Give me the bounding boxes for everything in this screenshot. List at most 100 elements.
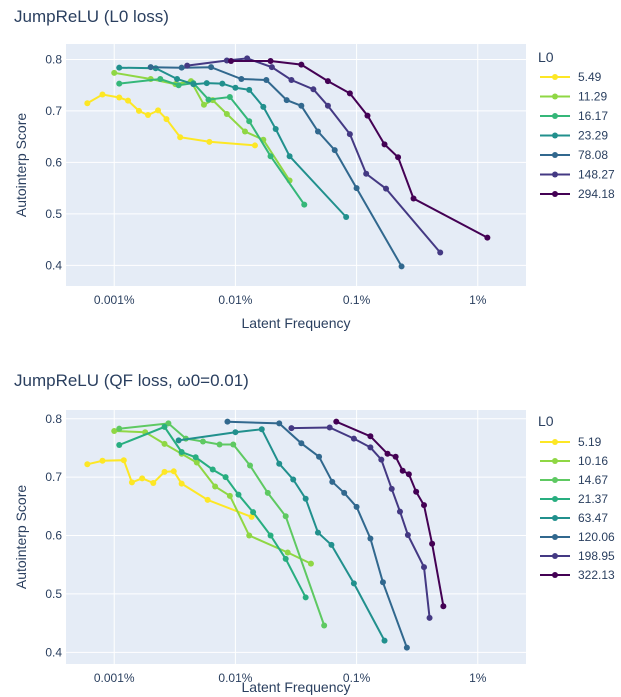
series-23.29 bbox=[116, 64, 350, 221]
legend-label: 198.95 bbox=[578, 549, 615, 563]
legend-item[interactable]: 294.18 bbox=[540, 187, 615, 201]
legend-swatch-marker bbox=[552, 458, 558, 464]
data-point bbox=[328, 541, 335, 548]
data-point bbox=[170, 468, 177, 475]
data-point bbox=[161, 468, 168, 475]
data-point bbox=[421, 502, 428, 509]
legend-item[interactable]: 148.27 bbox=[540, 168, 615, 182]
data-point bbox=[350, 580, 357, 587]
legend-item[interactable]: 21.37 bbox=[540, 492, 608, 506]
legend-label: 148.27 bbox=[578, 168, 615, 182]
data-point bbox=[264, 489, 271, 496]
data-point bbox=[190, 81, 197, 88]
legend-swatch-marker bbox=[552, 439, 558, 445]
legend-label: 16.17 bbox=[578, 109, 608, 123]
legend-label: 11.29 bbox=[578, 90, 607, 104]
data-point bbox=[260, 103, 267, 110]
x-tick-label: 1% bbox=[469, 293, 487, 307]
series-line bbox=[119, 422, 326, 626]
series-120.06 bbox=[224, 418, 410, 651]
data-point bbox=[286, 153, 293, 160]
data-point bbox=[367, 535, 374, 542]
legend-label: 322.13 bbox=[578, 568, 615, 582]
data-point bbox=[161, 423, 168, 430]
series-line bbox=[178, 428, 386, 642]
data-point bbox=[258, 426, 265, 433]
data-point bbox=[346, 131, 353, 138]
data-point bbox=[381, 141, 388, 148]
data-point bbox=[298, 61, 305, 68]
legend-label: 5.49 bbox=[578, 70, 602, 84]
legend-item[interactable]: 78.08 bbox=[540, 148, 608, 162]
data-point bbox=[116, 425, 123, 432]
legend-swatch-marker bbox=[552, 477, 558, 483]
y-tick-label: 0.6 bbox=[45, 529, 62, 543]
legend-swatch-marker bbox=[552, 534, 558, 540]
data-point bbox=[251, 142, 258, 149]
data-point bbox=[177, 134, 184, 141]
series-14.67 bbox=[116, 420, 328, 629]
series-line bbox=[119, 66, 347, 218]
legend-item[interactable]: 63.47 bbox=[540, 511, 608, 525]
data-point bbox=[184, 62, 191, 69]
data-point bbox=[404, 531, 411, 538]
legend-item[interactable]: 198.95 bbox=[540, 549, 615, 563]
legend-item[interactable]: 322.13 bbox=[540, 568, 615, 582]
data-point bbox=[343, 214, 350, 221]
data-point bbox=[484, 234, 491, 241]
data-point bbox=[212, 483, 219, 490]
data-point bbox=[272, 125, 279, 132]
legend-item[interactable]: 14.67 bbox=[540, 473, 608, 487]
data-point bbox=[403, 644, 410, 651]
x-tick-label: 0.01% bbox=[218, 671, 252, 685]
data-point bbox=[161, 440, 168, 447]
legend-item[interactable]: 5.49 bbox=[540, 70, 602, 84]
data-point bbox=[223, 111, 230, 118]
legend-item[interactable]: 5.19 bbox=[540, 435, 602, 449]
data-point bbox=[326, 424, 333, 431]
data-point bbox=[206, 138, 213, 145]
data-point bbox=[175, 82, 182, 89]
series-198.95 bbox=[288, 424, 433, 621]
chart-l0-loss: JumpReLU (L0 loss) 0.4 0.5 0.6 0.7 0.8 0.001% 0… bbox=[13, 7, 615, 331]
data-point bbox=[350, 435, 357, 442]
legend-swatch-marker bbox=[552, 515, 558, 521]
chart-qf-loss: JumpReLU (QF loss, ω0=0.01) 0.4 0.5 0.6 0.7 0… bbox=[13, 371, 615, 695]
legend-item[interactable]: 10.16 bbox=[540, 454, 608, 468]
legend-item[interactable]: 11.29 bbox=[540, 90, 607, 104]
chart-title: JumpReLU (QF loss, ω0=0.01) bbox=[14, 371, 249, 390]
legend-swatch-marker bbox=[552, 171, 558, 178]
data-point bbox=[200, 101, 207, 108]
legend-item[interactable]: 23.29 bbox=[540, 129, 608, 143]
data-point bbox=[267, 153, 274, 160]
y-tick-label: 0.8 bbox=[45, 52, 62, 66]
y-tick-label: 0.5 bbox=[45, 587, 62, 601]
data-point bbox=[310, 86, 317, 93]
data-point bbox=[413, 488, 420, 495]
data-point bbox=[324, 102, 331, 109]
data-point bbox=[248, 513, 255, 520]
data-point bbox=[282, 513, 289, 520]
series-322.13 bbox=[333, 418, 447, 610]
data-point bbox=[284, 549, 291, 556]
data-point bbox=[333, 418, 340, 425]
data-point bbox=[276, 460, 283, 467]
x-tick-label: 0.1% bbox=[343, 671, 371, 685]
data-point bbox=[314, 529, 321, 536]
data-point bbox=[244, 55, 251, 62]
data-point bbox=[204, 496, 211, 503]
legend-swatch-marker bbox=[552, 132, 558, 139]
data-point bbox=[165, 420, 172, 427]
series-5.19 bbox=[84, 457, 255, 520]
legend-item[interactable]: 16.17 bbox=[540, 109, 608, 123]
data-point bbox=[246, 86, 253, 93]
legend-swatch-marker bbox=[552, 113, 558, 119]
data-point bbox=[298, 440, 305, 447]
data-point bbox=[282, 555, 289, 562]
y-tick-label: 0.4 bbox=[45, 258, 62, 272]
data-point bbox=[238, 76, 245, 83]
legend-item[interactable]: 120.06 bbox=[540, 530, 615, 544]
data-point bbox=[150, 479, 157, 486]
data-point bbox=[135, 107, 142, 114]
data-point bbox=[364, 112, 371, 119]
